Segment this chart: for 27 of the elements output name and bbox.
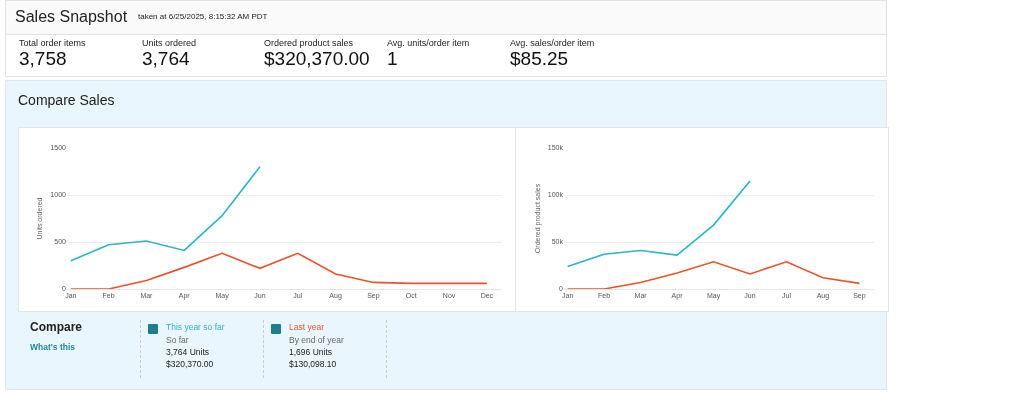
text: By end of year (289, 334, 344, 346)
text: What's this (30, 342, 75, 352)
text: $320,370.00 (166, 358, 214, 370)
line-series (566, 260, 861, 289)
text: taken at 6/25/2025, 8:15:32 AM PDT (138, 12, 268, 21)
text: Total order items (19, 38, 86, 48)
line-series (566, 180, 751, 268)
text: So far (166, 334, 189, 346)
text: 3,764 (142, 48, 190, 70)
text: 3,758 (19, 48, 67, 70)
text: Last year (289, 322, 324, 332)
text: Ordered product sales (264, 38, 354, 48)
text: $130,098.10 (289, 358, 337, 370)
text: Sales Snapshot (15, 8, 128, 26)
text: This year so far (166, 322, 225, 332)
text: Avg. sales/order item (510, 38, 595, 48)
line-series (69, 252, 488, 289)
text: $320,370.00 (264, 48, 370, 70)
text: Avg. units/order item (387, 38, 470, 48)
text: 1 (387, 48, 398, 70)
text: 3,764 Units (166, 346, 209, 358)
text: $85.25 (510, 48, 569, 70)
text: Compare (30, 320, 83, 334)
line-series (69, 166, 261, 262)
text: 1,696 Units (289, 346, 332, 358)
chart-title: Compare Sales (18, 92, 115, 108)
text: Units ordered (142, 38, 197, 48)
